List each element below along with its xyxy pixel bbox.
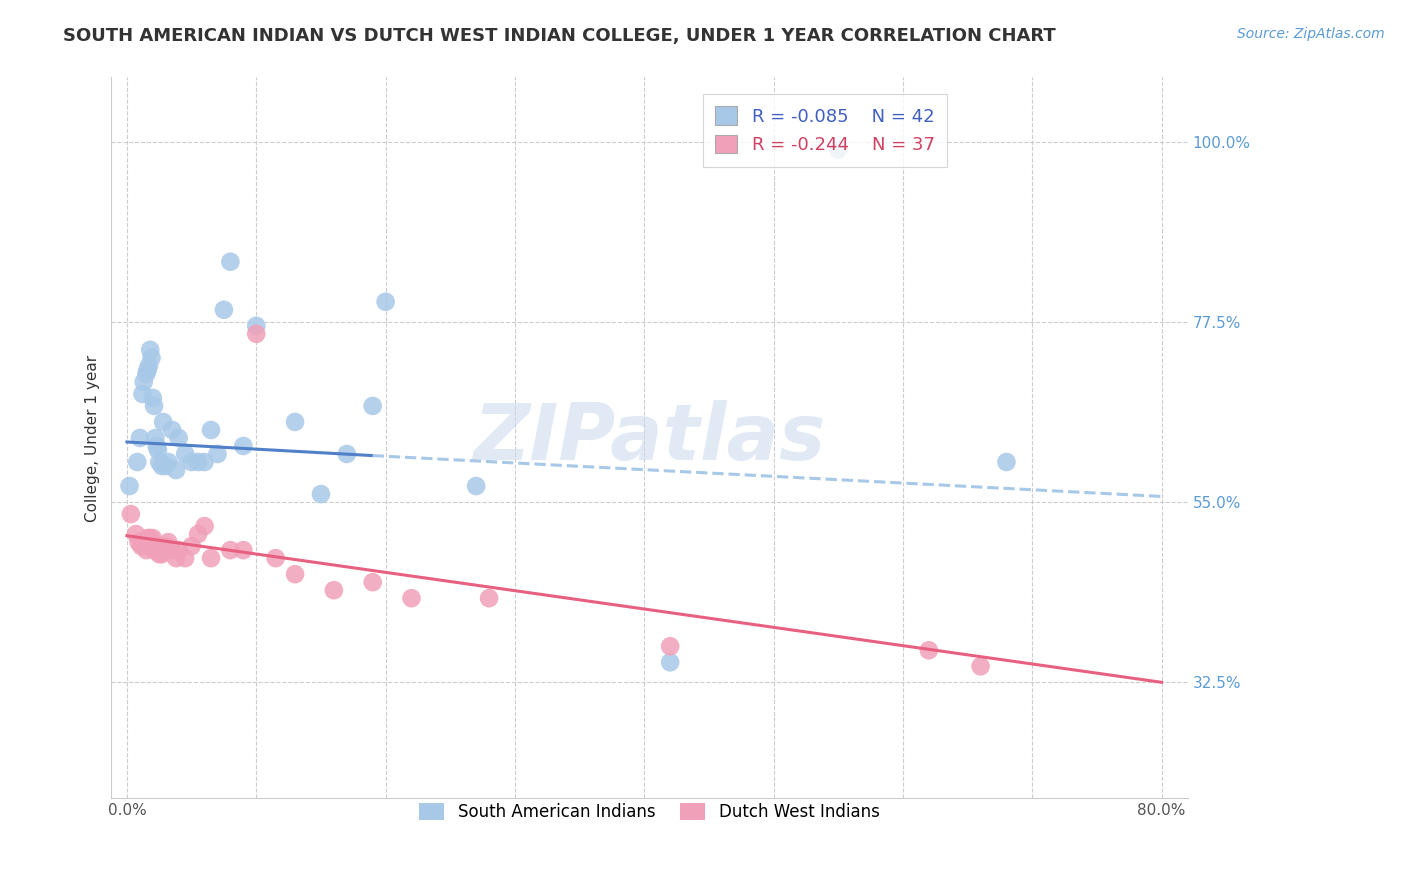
- Point: [264, 551, 287, 566]
- Point: [478, 591, 501, 606]
- Point: [136, 363, 159, 377]
- Point: [180, 455, 202, 469]
- Point: [141, 351, 163, 365]
- Point: [155, 458, 177, 473]
- Point: [361, 575, 384, 590]
- Point: [969, 659, 991, 673]
- Point: [284, 567, 307, 582]
- Point: [167, 431, 190, 445]
- Point: [995, 455, 1018, 469]
- Point: [118, 479, 141, 493]
- Point: [827, 143, 849, 157]
- Point: [160, 543, 183, 558]
- Point: [157, 535, 180, 549]
- Point: [336, 447, 359, 461]
- Point: [146, 442, 169, 457]
- Point: [135, 543, 157, 558]
- Point: [131, 387, 153, 401]
- Point: [659, 640, 682, 654]
- Point: [135, 367, 157, 381]
- Point: [165, 551, 187, 566]
- Point: [136, 531, 159, 545]
- Point: [284, 415, 307, 429]
- Text: ZIPatlas: ZIPatlas: [474, 400, 825, 476]
- Point: [167, 543, 190, 558]
- Point: [139, 343, 162, 357]
- Point: [143, 399, 166, 413]
- Point: [200, 423, 222, 437]
- Point: [232, 543, 254, 558]
- Point: [142, 531, 165, 545]
- Point: [139, 531, 162, 545]
- Point: [174, 447, 197, 461]
- Point: [138, 531, 160, 545]
- Point: [125, 527, 148, 541]
- Text: SOUTH AMERICAN INDIAN VS DUTCH WEST INDIAN COLLEGE, UNDER 1 YEAR CORRELATION CHA: SOUTH AMERICAN INDIAN VS DUTCH WEST INDI…: [63, 27, 1056, 45]
- Point: [232, 439, 254, 453]
- Point: [374, 294, 396, 309]
- Point: [145, 431, 167, 445]
- Point: [180, 539, 202, 553]
- Text: Source: ZipAtlas.com: Source: ZipAtlas.com: [1237, 27, 1385, 41]
- Point: [155, 539, 177, 553]
- Point: [361, 399, 384, 413]
- Point: [401, 591, 423, 606]
- Point: [132, 375, 155, 389]
- Y-axis label: College, Under 1 year: College, Under 1 year: [86, 354, 100, 522]
- Point: [128, 431, 150, 445]
- Point: [187, 527, 209, 541]
- Point: [152, 415, 174, 429]
- Point: [165, 463, 187, 477]
- Point: [193, 519, 215, 533]
- Point: [918, 643, 941, 657]
- Point: [128, 535, 150, 549]
- Legend: South American Indians, Dutch West Indians: South American Indians, Dutch West India…: [411, 795, 889, 830]
- Point: [148, 455, 170, 469]
- Point: [187, 455, 209, 469]
- Point: [138, 359, 160, 373]
- Point: [145, 439, 167, 453]
- Point: [245, 326, 267, 341]
- Point: [212, 302, 235, 317]
- Point: [207, 447, 229, 461]
- Point: [132, 535, 155, 549]
- Point: [160, 423, 183, 437]
- Point: [465, 479, 488, 493]
- Point: [322, 583, 344, 598]
- Point: [200, 551, 222, 566]
- Point: [148, 547, 170, 561]
- Point: [219, 543, 242, 558]
- Point: [174, 551, 197, 566]
- Point: [245, 318, 267, 333]
- Point: [120, 507, 142, 521]
- Point: [193, 455, 215, 469]
- Point: [219, 254, 242, 268]
- Point: [145, 539, 167, 553]
- Point: [150, 458, 173, 473]
- Point: [157, 455, 180, 469]
- Point: [309, 487, 332, 501]
- Point: [127, 455, 149, 469]
- Point: [146, 539, 169, 553]
- Point: [129, 539, 152, 553]
- Point: [659, 655, 682, 669]
- Point: [142, 391, 165, 405]
- Point: [150, 547, 173, 561]
- Point: [143, 543, 166, 558]
